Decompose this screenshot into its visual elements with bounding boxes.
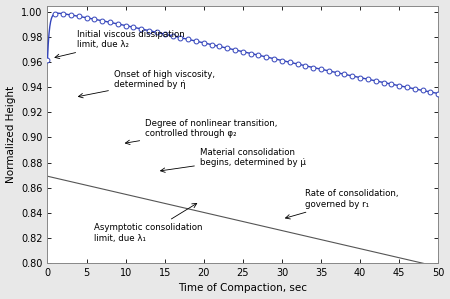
Text: Asymptotic consolidation
limit, due λ₁: Asymptotic consolidation limit, due λ₁ <box>94 203 203 242</box>
Text: Degree of nonlinear transition,
controlled through φ₂: Degree of nonlinear transition, controll… <box>126 119 278 144</box>
Y-axis label: Normalized Height: Normalized Height <box>5 86 16 183</box>
Text: Initial viscous dissipation
limit, due λ₂: Initial viscous dissipation limit, due λ… <box>55 30 185 59</box>
Text: Onset of high viscosity,
determined by η̇: Onset of high viscosity, determined by η… <box>78 70 215 98</box>
X-axis label: Time of Compaction, sec: Time of Compaction, sec <box>178 283 307 293</box>
Text: Material consolidation
begins, determined by μ̇: Material consolidation begins, determine… <box>161 148 306 173</box>
Text: Rate of consolidation,
governed by r₁: Rate of consolidation, governed by r₁ <box>285 189 399 219</box>
